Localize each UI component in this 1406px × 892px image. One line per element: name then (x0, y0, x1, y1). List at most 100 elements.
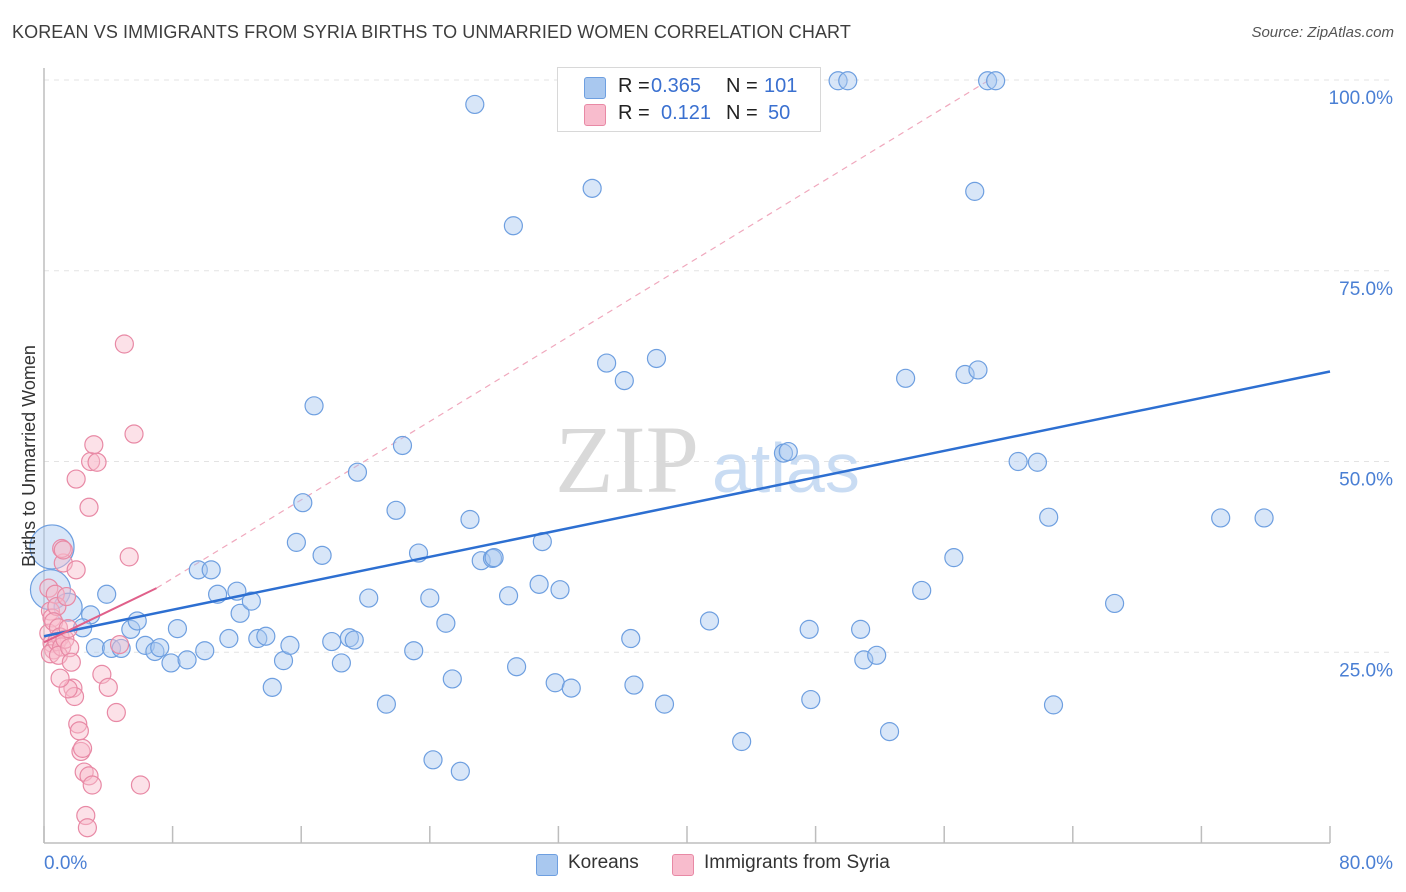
point-koreans (529, 574, 549, 594)
point-koreans (386, 500, 406, 520)
legend-n-label: N = (726, 75, 758, 97)
point-koreans (838, 71, 858, 91)
point-koreans (867, 645, 887, 665)
point-koreans (460, 509, 480, 530)
point-syria (106, 702, 126, 723)
point-koreans (344, 630, 364, 650)
point-koreans (1039, 507, 1059, 527)
point-koreans (912, 580, 932, 601)
point-koreans (241, 591, 261, 611)
point-syria (98, 677, 118, 697)
point-koreans (442, 669, 462, 689)
point-koreans (420, 588, 440, 608)
point-koreans (97, 584, 117, 604)
trend-line-koreans (43, 370, 1331, 638)
point-koreans (1027, 452, 1048, 472)
point-koreans (646, 348, 667, 369)
point-syria (72, 738, 93, 758)
point-koreans (851, 619, 871, 639)
diagonal-reference-line (156, 79, 990, 589)
point-koreans (312, 545, 332, 565)
point-koreans (1254, 508, 1274, 528)
bottom-legend-label: Koreans (568, 852, 639, 873)
point-koreans (507, 657, 527, 677)
point-koreans (195, 641, 215, 661)
bottom-legend-label: Immigrants from Syria (704, 852, 890, 873)
trend-lines (43, 370, 1331, 644)
point-syria (76, 805, 96, 826)
point-koreans (376, 694, 396, 714)
source-credit: Source: ZipAtlas.com (1251, 24, 1394, 41)
point-koreans (545, 673, 565, 693)
point-syria (124, 424, 144, 444)
point-koreans (161, 653, 181, 673)
point-koreans (801, 689, 821, 710)
point-koreans (978, 71, 998, 91)
point-koreans (778, 441, 798, 462)
point-koreans (503, 216, 523, 236)
point-koreans (29, 569, 72, 611)
point-koreans (392, 435, 413, 456)
point-koreans (624, 675, 644, 695)
point-koreans (1043, 695, 1064, 715)
point-syria (64, 686, 85, 707)
point-syria (60, 638, 80, 658)
point-koreans (561, 678, 581, 698)
point-koreans (828, 71, 848, 91)
legend-swatch-koreans (584, 77, 606, 99)
legend-n-value: 50 (768, 102, 791, 124)
point-syria (71, 741, 91, 762)
point-koreans (732, 731, 752, 752)
point-koreans (699, 611, 720, 631)
point-koreans (280, 635, 300, 655)
point-koreans (621, 628, 641, 649)
y-tick-label: 100.0% (1329, 88, 1394, 109)
point-koreans (286, 532, 306, 552)
point-syria (119, 547, 139, 567)
point-syria (114, 334, 134, 354)
point-syria (81, 451, 101, 472)
point-koreans (597, 353, 617, 373)
point-koreans (854, 650, 874, 670)
point-koreans (423, 750, 443, 770)
y-axis-label: Births to Unmarried Women (19, 345, 39, 567)
point-syria (84, 435, 104, 455)
point-koreans (968, 360, 988, 380)
point-koreans (482, 548, 503, 569)
point-syria (56, 586, 77, 607)
legend-row-koreans: R = 0.365 N = 101 (558, 73, 820, 101)
point-koreans (359, 588, 379, 608)
point-koreans (986, 71, 1006, 91)
point-syria (47, 596, 67, 617)
grid-lines (44, 79, 1394, 653)
point-syria (66, 469, 86, 489)
legend-n-value: 101 (764, 75, 798, 97)
y-tick-label: 75.0% (1339, 279, 1393, 300)
x-tick-labels: 0.0% 80.0% (44, 853, 1393, 874)
point-syria (61, 652, 81, 672)
point-syria (53, 540, 73, 560)
point-koreans (1104, 593, 1125, 614)
legend-r-label: R = (618, 75, 650, 97)
watermark: ZIP atlas (555, 406, 860, 513)
trend-line-syria (43, 587, 157, 644)
point-syria (130, 775, 151, 795)
point-koreans (347, 462, 368, 482)
point-koreans (304, 396, 324, 416)
point-syria (109, 635, 130, 655)
point-koreans (654, 694, 675, 714)
point-koreans (262, 677, 282, 697)
legend-n-label: N = (726, 102, 758, 124)
point-koreans (799, 619, 819, 639)
point-syria (87, 452, 107, 472)
point-koreans (879, 722, 900, 742)
reference-diagonal (156, 79, 990, 589)
point-koreans (201, 560, 221, 580)
point-syria (82, 775, 102, 795)
point-syria (50, 668, 70, 688)
point-koreans (965, 181, 985, 201)
point-koreans (896, 368, 916, 388)
point-koreans (582, 178, 602, 198)
point-koreans (230, 603, 250, 623)
point-syria (66, 560, 86, 580)
